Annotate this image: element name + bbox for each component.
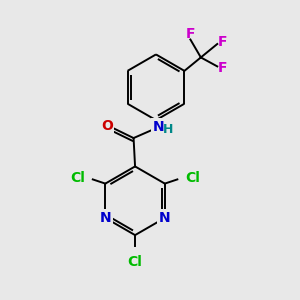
Text: F: F (186, 27, 195, 41)
Text: N: N (100, 211, 111, 225)
Text: H: H (163, 124, 173, 136)
Text: Cl: Cl (128, 255, 142, 269)
Text: O: O (101, 119, 112, 133)
Text: N: N (159, 211, 171, 225)
Text: N: N (152, 120, 164, 134)
Text: F: F (218, 34, 227, 49)
Text: Cl: Cl (185, 171, 200, 185)
Text: F: F (218, 61, 227, 75)
Text: Cl: Cl (70, 171, 85, 185)
